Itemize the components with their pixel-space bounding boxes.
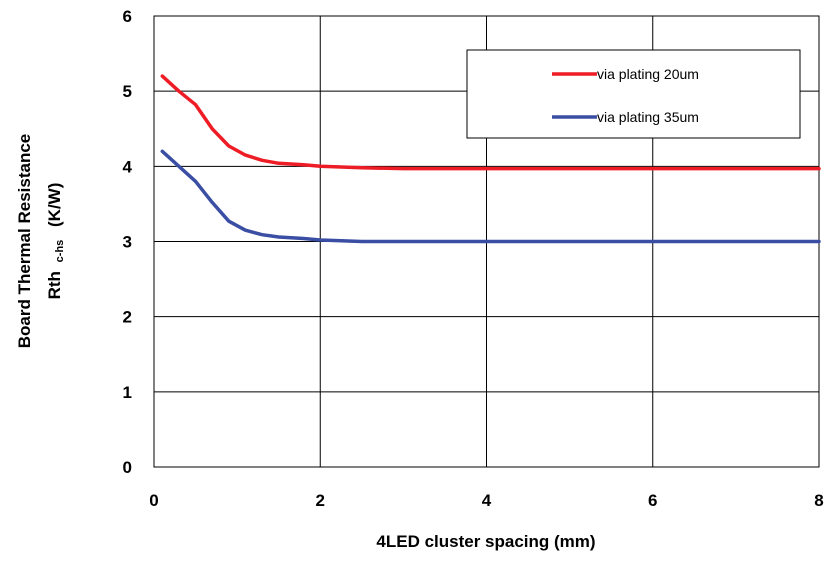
series-lines [160,74,821,244]
y-tick-label: 6 [123,7,132,26]
series-line-1 [160,74,821,171]
y-tick-label: 5 [123,82,132,101]
y-axis-title-line2: Rth c-hs (K/W) [45,183,67,300]
legend-box [466,49,801,139]
x-tick-label: 2 [316,491,325,510]
x-tick-label: 4 [482,491,492,510]
tick-labels: 0 1 2 3 4 5 6 0 2 4 6 8 [123,7,824,510]
series-line-2 [160,149,821,244]
y-axis-title-unit: (K/W) [45,183,64,227]
y-tick-label: 1 [123,383,132,402]
x-axis-title: 4LED cluster spacing (mm) [376,532,595,551]
x-tick-label: 8 [814,491,823,510]
y-tick-label: 4 [123,157,133,176]
y-tick-label: 3 [123,233,132,252]
legend-label-2: via plating 35um [597,109,699,125]
x-tick-label: 0 [149,491,158,510]
y-tick-label: 0 [123,458,132,477]
legend-label-1: via plating 20um [597,66,699,82]
legend: via plating 20um via plating 35um [466,49,801,139]
y-axis-title: Board Thermal Resistance Rth c-hs (K/W) [15,134,67,348]
y-tick-label: 2 [123,308,132,327]
y-axis-title-line1: Board Thermal Resistance [15,134,34,348]
x-tick-label: 6 [648,491,657,510]
y-axis-title-rth: Rth [45,271,64,299]
y-axis-title-subscript: c-hs [54,240,66,263]
